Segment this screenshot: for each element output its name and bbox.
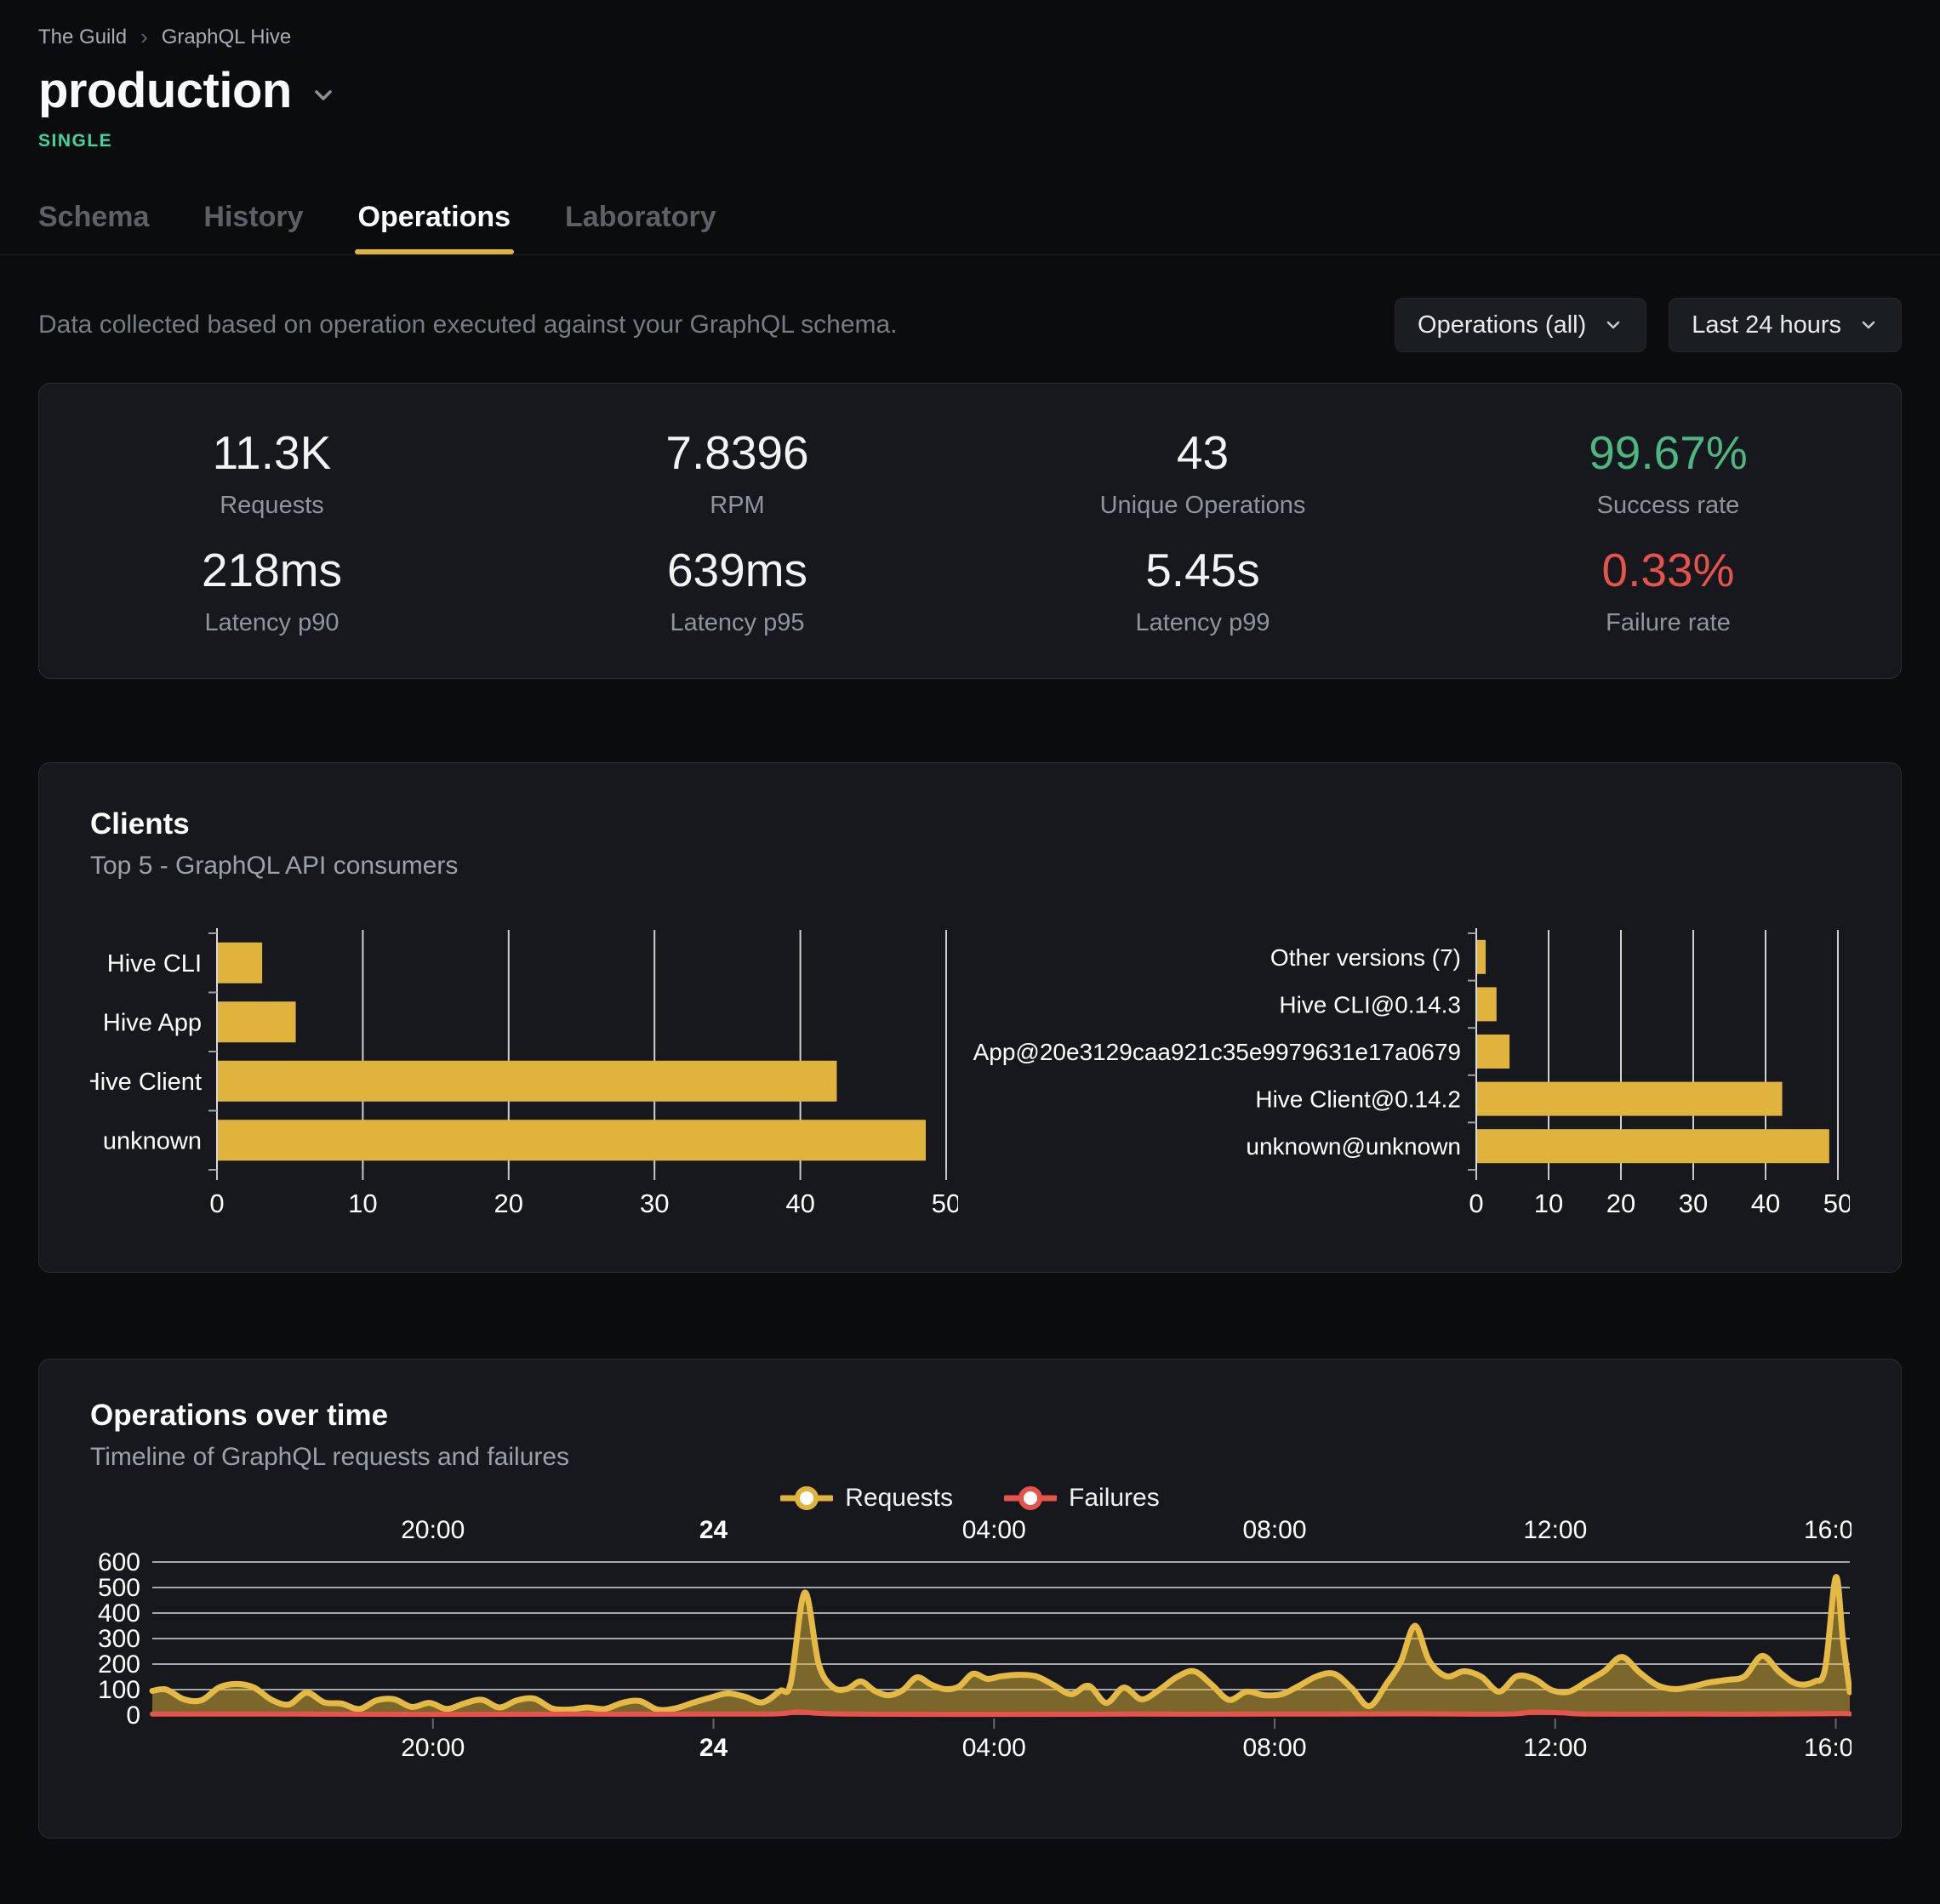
clients-by-name-chart: Hive CLI Hive App Hive Client unknown 0 10 20 3… <box>90 928 958 1218</box>
stats-panel: 11.3K Requests 7.8396 RPM 43 Unique Oper… <box>38 383 1902 679</box>
svg-text:300: 300 <box>98 1625 140 1653</box>
svg-text:unknown@unknown: unknown@unknown <box>1246 1133 1461 1160</box>
toolbar: Data collected based on operation execut… <box>38 298 1902 352</box>
page-title: production <box>38 63 292 118</box>
svg-text:Hive Client: Hive Client <box>90 1069 202 1096</box>
svg-text:20: 20 <box>494 1189 523 1218</box>
target-title-row: production <box>38 62 1902 119</box>
period-filter-select[interactable]: Last 24 hours <box>1669 298 1902 352</box>
operations-panel-title: Operations over time <box>90 1399 389 1432</box>
svg-text:Hive App@20e3129caa921c35e9979: Hive App@20e3129caa921c35e9979631e17a067… <box>969 1039 1461 1065</box>
svg-text:12:00: 12:00 <box>1523 1734 1587 1762</box>
legend-item-failures[interactable]: Failures <box>1004 1484 1160 1513</box>
svg-text:10: 10 <box>1534 1189 1563 1218</box>
stat-success-rate: 99.67% Success rate <box>1589 425 1748 519</box>
svg-text:unknown: unknown <box>103 1127 202 1154</box>
svg-text:100: 100 <box>98 1676 140 1704</box>
svg-text:20:00: 20:00 <box>401 1734 465 1762</box>
svg-text:200: 200 <box>98 1650 140 1679</box>
chevron-down-icon <box>1607 321 1620 329</box>
breadcrumb-project[interactable]: GraphQL Hive <box>161 25 292 48</box>
chevron-down-icon <box>1862 321 1875 329</box>
tab-laboratory[interactable]: Laboratory <box>565 201 716 233</box>
svg-text:24: 24 <box>699 1516 728 1544</box>
legend-label: Failures <box>1069 1484 1160 1512</box>
svg-text:Hive CLI@0.14.3: Hive CLI@0.14.3 <box>1279 991 1461 1018</box>
main-content: Data collected based on operation execut… <box>38 298 1902 1838</box>
svg-text:600: 600 <box>98 1548 140 1576</box>
operations-over-time-panel: Operations over time Timeline of GraphQL… <box>38 1359 1902 1838</box>
svg-text:24: 24 <box>699 1734 728 1762</box>
stat-unique-operations: 43 Unique Operations <box>1099 425 1306 519</box>
chart-legend: Requests Failures <box>90 1484 1850 1513</box>
clients-panel-title: Clients <box>90 807 190 841</box>
legend-item-requests[interactable]: Requests <box>780 1484 953 1513</box>
period-filter-value: Last 24 hours <box>1692 311 1841 339</box>
tab-schema[interactable]: Schema <box>38 201 150 233</box>
filters: Operations (all) Last 24 hours <box>1395 298 1902 352</box>
header-divider <box>0 254 1940 255</box>
clients-by-version-chart: Other versions (7) Hive CLI@0.14.3 Hive Ap… <box>969 928 1850 1218</box>
svg-text:08:00: 08:00 <box>1242 1516 1306 1544</box>
tab-operations[interactable]: Operations <box>354 201 515 254</box>
tab-history[interactable]: History <box>203 201 304 233</box>
stat-rpm: 7.8396 RPM <box>665 425 809 519</box>
svg-text:Hive App: Hive App <box>103 1009 202 1036</box>
operations-panel-subtitle: Timeline of GraphQL requests and failure… <box>90 1443 570 1471</box>
svg-text:500: 500 <box>98 1574 140 1602</box>
stat-latency-p90: 218ms Latency p90 <box>201 543 343 636</box>
clients-charts-row: Hive CLI Hive App Hive Client unknown 0 10 20 3… <box>90 925 1850 1223</box>
tab-bar: Schema History Operations Laboratory <box>38 201 1902 254</box>
svg-text:Hive CLI: Hive CLI <box>107 950 202 978</box>
svg-text:04:00: 04:00 <box>962 1516 1026 1544</box>
breadcrumb-org[interactable]: The Guild <box>38 25 128 48</box>
chevron-down-icon[interactable] <box>309 81 338 110</box>
svg-text:30: 30 <box>1679 1189 1708 1218</box>
svg-text:20:00: 20:00 <box>401 1516 465 1544</box>
header: The Guild › GraphQL Hive production SING… <box>38 0 1902 254</box>
svg-text:20: 20 <box>1606 1189 1635 1218</box>
svg-text:0: 0 <box>1469 1189 1483 1218</box>
target-type-badge: SINGLE <box>38 131 113 151</box>
stat-requests: 11.3K Requests <box>212 425 332 519</box>
svg-text:50: 50 <box>1823 1189 1850 1218</box>
operations-filter-select[interactable]: Operations (all) <box>1395 298 1647 352</box>
svg-text:16:00: 16:00 <box>1804 1516 1852 1544</box>
svg-text:30: 30 <box>640 1189 669 1218</box>
clients-panel-subtitle: Top 5 - GraphQL API consumers <box>90 852 459 880</box>
operations-filter-value: Operations (all) <box>1418 311 1587 339</box>
breadcrumb-separator-icon: › <box>140 24 148 49</box>
svg-text:10: 10 <box>348 1189 377 1218</box>
stat-latency-p95: 639ms Latency p95 <box>666 543 808 636</box>
svg-text:Other versions (7): Other versions (7) <box>1270 944 1461 971</box>
svg-text:16:00: 16:00 <box>1804 1734 1852 1762</box>
svg-text:40: 40 <box>785 1189 814 1218</box>
svg-text:12:00: 12:00 <box>1523 1516 1587 1544</box>
svg-text:0: 0 <box>126 1702 140 1730</box>
breadcrumb: The Guild › GraphQL Hive <box>38 24 1902 50</box>
stat-failure-rate: 0.33% Failure rate <box>1601 543 1735 636</box>
requests-series-marker-icon <box>780 1486 834 1510</box>
legend-label: Requests <box>845 1484 954 1512</box>
stat-latency-p99: 5.45s Latency p99 <box>1135 543 1270 636</box>
clients-panel: Clients Top 5 - GraphQL API consumers Hi… <box>38 762 1902 1273</box>
svg-text:04:00: 04:00 <box>962 1734 1026 1762</box>
svg-text:400: 400 <box>98 1599 140 1628</box>
svg-text:50: 50 <box>932 1189 958 1218</box>
description-text: Data collected based on operation execut… <box>38 311 898 339</box>
svg-text:0: 0 <box>209 1189 224 1218</box>
failures-series-marker-icon <box>1004 1486 1058 1510</box>
svg-text:Hive Client@0.14.2: Hive Client@0.14.2 <box>1255 1086 1461 1113</box>
svg-text:40: 40 <box>1751 1189 1780 1218</box>
svg-text:08:00: 08:00 <box>1242 1734 1306 1762</box>
